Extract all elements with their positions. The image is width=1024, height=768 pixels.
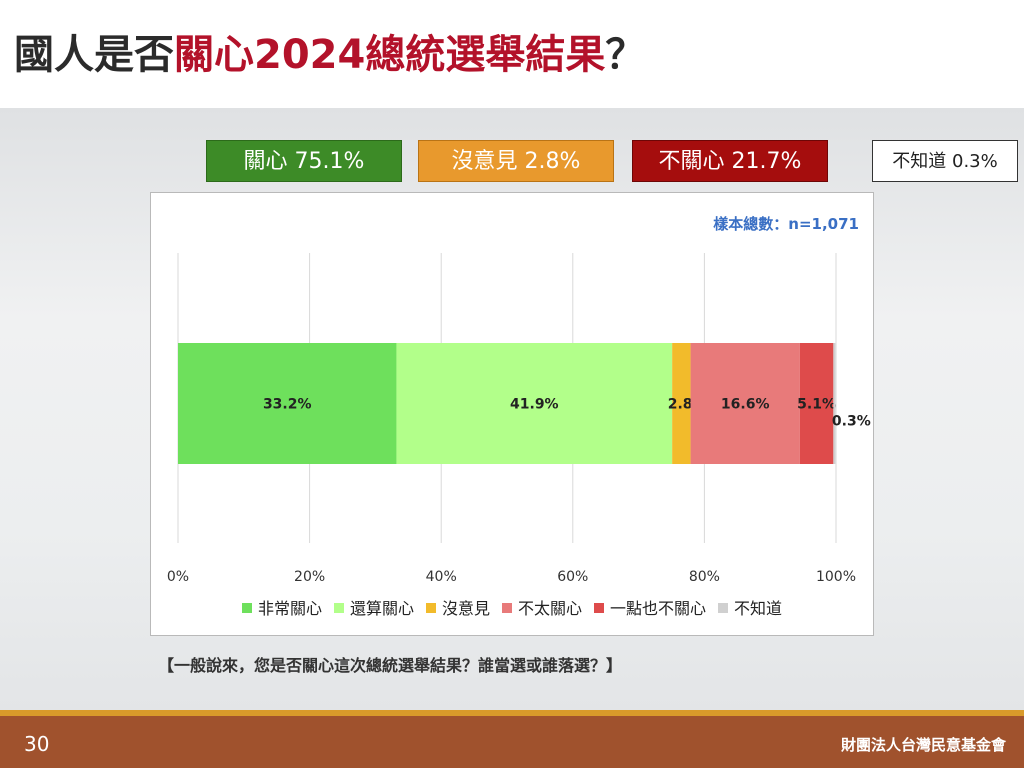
- legend-swatch: [333, 603, 344, 613]
- data-label: 0.3%: [832, 414, 871, 430]
- chart-legend: 非常關心 還算關心 沒意見 不太關心 一點也不關心 不知道: [151, 595, 873, 619]
- summary-care-box: 關心 75.1%: [206, 140, 402, 182]
- bar-segment: [672, 343, 691, 464]
- data-label: 5.1%: [797, 397, 836, 413]
- x-tick-label: 20%: [294, 569, 325, 585]
- x-tick-label: 40%: [426, 569, 457, 585]
- bar-segment: [396, 343, 673, 464]
- legend-label: 一點也不關心: [610, 599, 707, 618]
- survey-question: 【一般說來，您是否關心這次總統選舉結果？誰當選或誰落選？】: [158, 656, 623, 675]
- legend-item: 非常關心: [241, 595, 322, 619]
- summary-no-opinion-box: 沒意見 2.8%: [418, 140, 614, 182]
- title-part-1: 國人是否: [14, 32, 174, 78]
- legend-item: 沒意見: [425, 595, 490, 619]
- legend-swatch: [425, 603, 436, 613]
- x-tick-label: 0%: [167, 569, 189, 585]
- organization-name: 財團法人台灣民意基金會: [840, 736, 1006, 754]
- legend-label: 不知道: [734, 599, 783, 618]
- legend-label: 非常關心: [257, 599, 322, 618]
- legend-swatch: [718, 603, 729, 613]
- bar-segment: [178, 343, 397, 464]
- bar-segment: [690, 343, 800, 464]
- stacked-bar-chart: 0% 20% 40% 60% 80% 100%33.2% 41.9% 2.8% 16.6% 5.1…: [167, 253, 871, 585]
- legend-swatch: [594, 603, 605, 613]
- title-part-2: ？: [605, 32, 646, 78]
- legend-swatch: [502, 603, 512, 613]
- page-number: 30: [24, 732, 50, 756]
- data-label: 16.6%: [721, 397, 770, 413]
- summary-dont-know-box: 不知道 0.3%: [872, 140, 1018, 182]
- legend-item: 不知道: [718, 595, 782, 619]
- bar-segment: [833, 343, 836, 464]
- data-label: 33.2%: [263, 397, 312, 413]
- footer-bar: 30 財團法人台灣民意基金會: [0, 710, 1024, 768]
- legend-item: 不太關心: [502, 595, 582, 619]
- title-accent: 關心2024總統選舉結果: [174, 32, 606, 78]
- legend-item: 一點也不關心: [594, 595, 706, 619]
- chart-panel: 樣本總數：n=1,071 0% 20% 40% 60% 80% 100% 33.2% 41.9…: [150, 192, 874, 636]
- x-tick-label: 80%: [689, 569, 720, 585]
- sample-size-label: 樣本總數：n=1,071: [713, 215, 859, 233]
- legend-label: 還算關心: [349, 599, 414, 618]
- x-tick-label: 100%: [816, 569, 856, 585]
- slide-title: 國人是否關心2024總統選舉結果？: [14, 20, 645, 90]
- data-label: 41.9%: [510, 397, 559, 413]
- legend-swatch: [241, 603, 252, 613]
- x-tick-label: 60%: [557, 569, 588, 585]
- bar-segment: [799, 343, 834, 464]
- legend-label: 不太關心: [518, 599, 583, 618]
- legend-item: 還算關心: [333, 595, 414, 619]
- summary-not-care-box: 不關心 21.7%: [632, 140, 828, 182]
- legend-label: 沒意見: [441, 599, 490, 618]
